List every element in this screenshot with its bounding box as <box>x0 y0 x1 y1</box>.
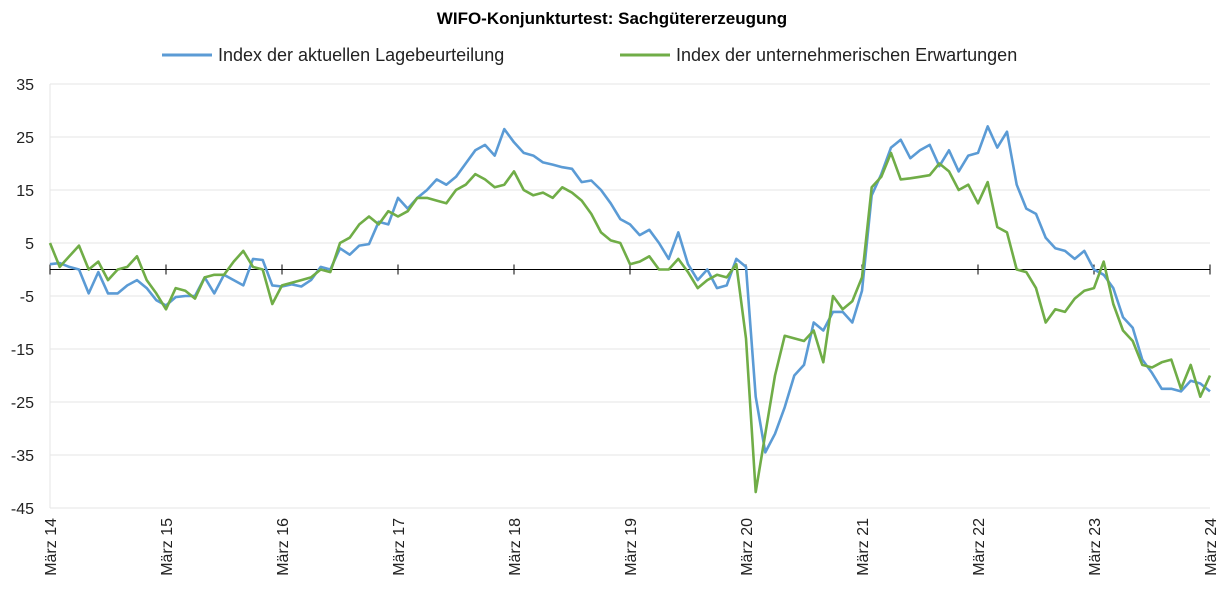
x-tick-label: März 22 <box>971 518 988 576</box>
x-tick-label: März 17 <box>391 518 408 576</box>
legend-label-lage: Index der aktuellen Lagebeurteilung <box>218 45 504 65</box>
y-tick-label: 5 <box>25 236 34 253</box>
x-axis-tick-labels: März 14 März 15 März 16 März 17 März 18 März … <box>43 518 1220 576</box>
y-tick-label: -35 <box>11 448 34 465</box>
series-lines <box>48 125 1212 494</box>
x-tick-label: März 23 <box>1087 518 1104 576</box>
legend-label-erwartungen: Index der unternehmerischen Erwartungen <box>676 45 1017 65</box>
y-axis-tick-labels: 35 25 15 5 -5 -15 -25 -35 -45 <box>11 77 34 518</box>
x-tick-label: März 16 <box>275 518 292 576</box>
y-tick-label: -5 <box>20 289 34 306</box>
x-tick-label: März 21 <box>855 518 872 576</box>
y-tick-label: -15 <box>11 342 34 359</box>
gridlines <box>49 83 1210 509</box>
y-tick-label: 25 <box>16 130 34 147</box>
x-tick-label: März 20 <box>739 518 756 576</box>
x-tick-label: März 18 <box>507 518 524 576</box>
series-line-erwartungen <box>48 151 1212 494</box>
x-tick-label: März 24 <box>1203 518 1220 576</box>
x-tick-label: März 15 <box>159 518 176 576</box>
x-tick-label: März 14 <box>43 518 60 576</box>
series-line-lage <box>49 125 1211 454</box>
y-tick-label: 15 <box>16 183 34 200</box>
legend: Index der aktuellen Lagebeurteilung Inde… <box>162 45 1017 65</box>
x-tick-label: März 19 <box>623 518 640 576</box>
chart-title: WIFO-Konjunkturtest: Sachgütererzeugung <box>437 9 787 28</box>
y-tick-label: -45 <box>11 501 34 518</box>
y-tick-label: -25 <box>11 395 34 412</box>
y-tick-label: 35 <box>16 77 34 94</box>
